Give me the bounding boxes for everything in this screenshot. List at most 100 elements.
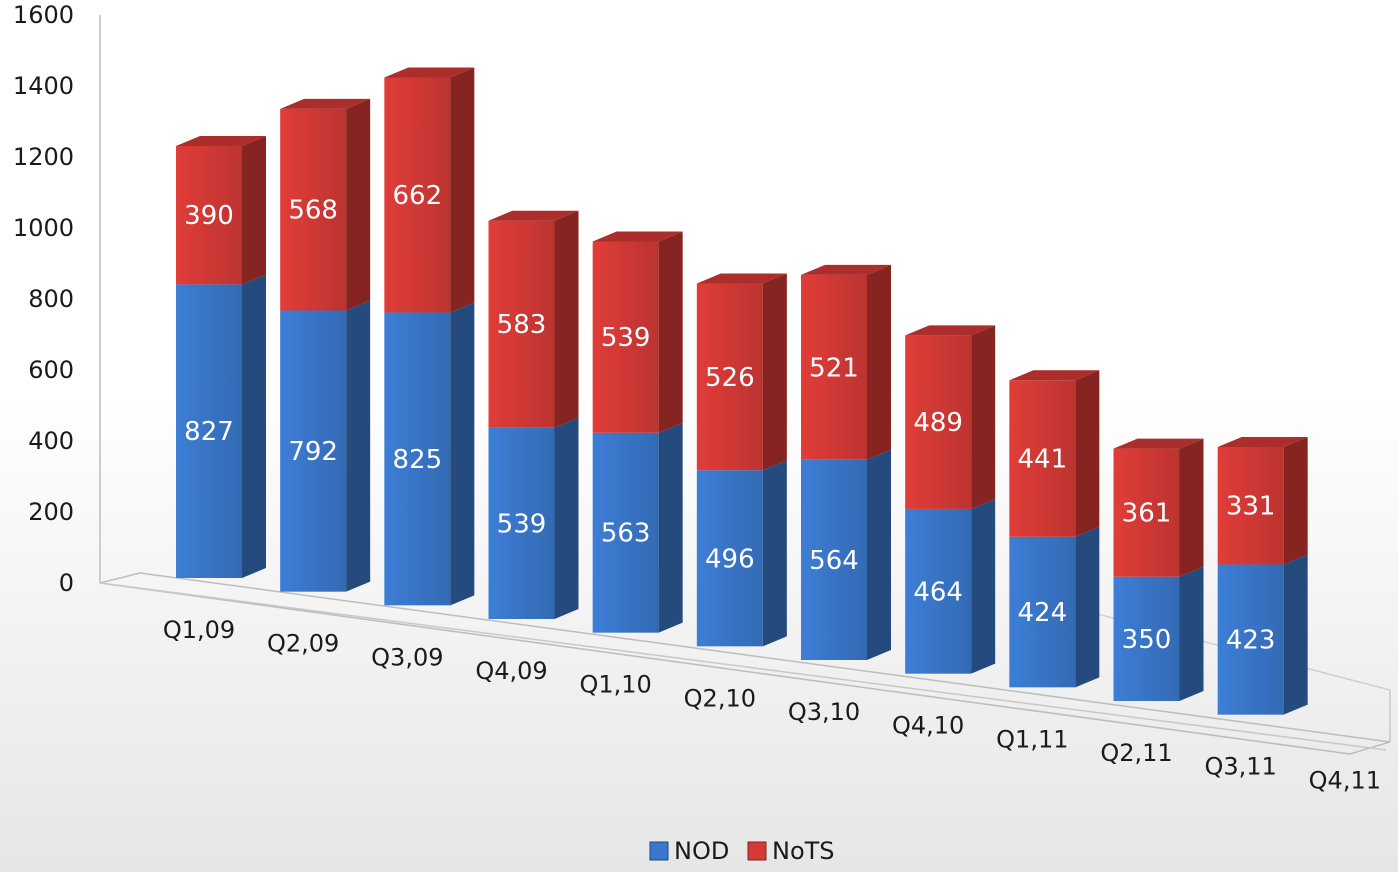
- bar-front-nots: [1009, 380, 1076, 537]
- data-label-nod: 424: [1018, 598, 1068, 628]
- bar-front-nod: [384, 312, 451, 606]
- data-label-nots: 489: [913, 408, 963, 438]
- x-category-label: Q4,11: [1309, 766, 1381, 794]
- bar-side-nod: [450, 302, 475, 606]
- bar-side-nod: [1179, 566, 1204, 701]
- bar-front-nod: [905, 508, 972, 674]
- y-tick-label: 600: [28, 356, 74, 384]
- data-label-nod: 350: [1122, 625, 1172, 655]
- bar-front-nod: [176, 284, 242, 578]
- bar-side-nod: [1075, 526, 1100, 688]
- bar-front-nots: [488, 220, 555, 428]
- x-category-label: Q1,11: [996, 725, 1068, 753]
- bar-side-nod: [1283, 554, 1308, 715]
- data-label-nots: 568: [288, 196, 338, 226]
- bar-front-nod: [592, 432, 659, 633]
- data-label-nots: 331: [1226, 492, 1276, 522]
- x-category-label: Q4,09: [475, 657, 547, 685]
- y-tick-label: 0: [59, 569, 74, 597]
- bar-top-nots: [696, 273, 787, 284]
- bar-front-nots: [696, 283, 763, 471]
- data-label-nots: 526: [705, 363, 755, 393]
- bar-side-nots: [867, 264, 891, 460]
- x-category-label: Q3,09: [371, 643, 443, 671]
- bar-front-nots: [280, 108, 347, 311]
- bar-side-nots: [1075, 370, 1100, 537]
- data-label-nots: 662: [393, 181, 443, 211]
- legend-label-nod: NOD: [674, 837, 729, 865]
- y-tick-label: 1400: [13, 72, 74, 100]
- bar-front-nod: [696, 470, 763, 647]
- x-category-label: Q3,11: [1205, 753, 1277, 781]
- bar-front-nots: [1113, 448, 1180, 577]
- bar-front-nod: [1217, 564, 1284, 715]
- bar-top-nots: [592, 231, 683, 242]
- y-tick-label: 1000: [13, 214, 74, 242]
- bar-front-nots: [1217, 446, 1284, 565]
- data-label-nod: 563: [601, 519, 651, 549]
- bar-side-nod: [346, 300, 371, 592]
- bar-top-nots: [176, 135, 266, 146]
- bar-side-nots: [1283, 436, 1308, 565]
- data-label-nod: 564: [809, 546, 859, 576]
- bar-side-nots: [554, 210, 579, 428]
- legend-label-nots: NoTS: [772, 837, 835, 865]
- x-category-label: Q1,10: [580, 671, 652, 699]
- data-label-nod: 539: [497, 509, 547, 539]
- bar-top-nots: [384, 67, 475, 78]
- bar-side-nots: [762, 273, 787, 471]
- y-tick-label: 1200: [13, 143, 74, 171]
- bar-front-nod: [280, 310, 347, 592]
- bar-side-nots: [658, 231, 683, 433]
- data-label-nod: 792: [288, 437, 338, 467]
- bar-top-nots: [488, 210, 579, 221]
- bar-front-nod: [1113, 576, 1180, 701]
- bar-top-nots: [280, 98, 371, 109]
- data-label-nots: 583: [497, 310, 547, 340]
- bar-top-nots: [1009, 370, 1100, 381]
- data-label-nod: 464: [913, 577, 963, 607]
- y-tick-label: 1600: [13, 1, 74, 29]
- bar-side-nots: [1179, 438, 1204, 577]
- data-label-nod: 825: [393, 445, 443, 475]
- data-label-nots: 441: [1018, 445, 1068, 475]
- bar-top-nots: [1113, 438, 1204, 449]
- bar-front-nots: [592, 241, 659, 433]
- bar-side-nod: [867, 449, 891, 660]
- floor-front-edge: [99, 582, 1387, 751]
- bar-side-nots: [346, 98, 371, 311]
- bar-side-nod: [554, 417, 579, 619]
- bar-side-nots: [971, 325, 996, 509]
- legend-swatch-nots: [747, 841, 767, 861]
- bar-side-nots: [450, 67, 475, 313]
- data-label-nod: 496: [705, 544, 755, 574]
- bar-front-nod: [1009, 536, 1076, 688]
- y-tick-label: 200: [28, 498, 74, 526]
- bar-front-nod: [801, 459, 867, 660]
- bar-side-nod: [658, 422, 683, 633]
- x-category-label: Q2,09: [267, 630, 339, 658]
- data-label-nots: 539: [601, 323, 651, 353]
- floor-outline: [99, 572, 1391, 755]
- bar-front-nots: [384, 77, 451, 313]
- legend-swatch-nod: [649, 841, 669, 861]
- bar-front-nots: [176, 145, 242, 285]
- bar-top-nots: [1217, 436, 1308, 447]
- bar-top-nots: [801, 264, 891, 275]
- x-category-label: Q2,11: [1100, 739, 1172, 767]
- data-label-nots: 521: [809, 353, 859, 383]
- bar-top-nots: [905, 325, 996, 336]
- x-category-label: Q2,10: [684, 684, 756, 712]
- bar-side-nod: [242, 274, 266, 578]
- bar-side-nots: [242, 135, 266, 285]
- y-tick-label: 400: [28, 427, 74, 455]
- data-label-nod: 423: [1226, 626, 1276, 656]
- x-category-label: Q3,10: [788, 698, 860, 726]
- bar-front-nots: [905, 335, 972, 509]
- bar-side-nod: [762, 460, 787, 647]
- bar-front-nots: [801, 274, 867, 460]
- bar-front-nod: [488, 427, 555, 619]
- y-tick-label: 800: [28, 285, 74, 313]
